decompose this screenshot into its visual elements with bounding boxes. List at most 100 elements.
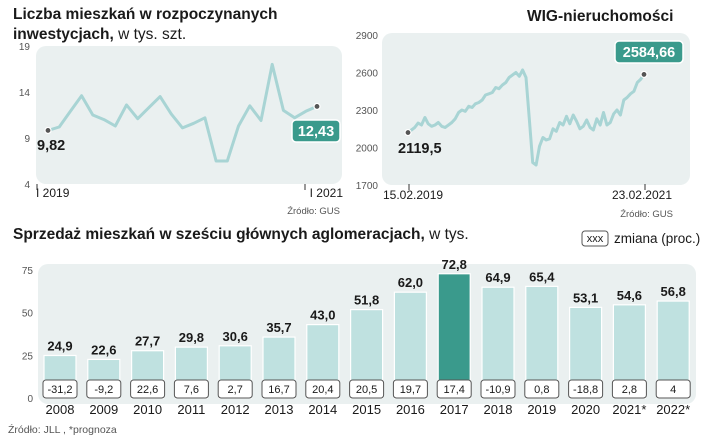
chart3-change-box: [217, 379, 253, 399]
chart2-end-point: [640, 70, 648, 79]
chart1-series-line: [46, 62, 319, 163]
legend-box-text: xxx: [587, 233, 604, 245]
chart3-change-label: 0,8: [534, 384, 549, 396]
chart3-value-label: 72,8: [442, 257, 467, 272]
chart2-panel: [382, 33, 690, 185]
chart3-title: Sprzedaż mieszkań w sześciu głównych agl…: [13, 226, 469, 243]
chart3-change-box: [655, 379, 691, 399]
chart2-series-line: [406, 68, 646, 167]
chart3-change-label: -10,9: [485, 384, 510, 396]
chart3-change-label: 22,6: [137, 384, 158, 396]
chart2-end-value: 2584,66: [623, 45, 675, 61]
chart1-end-callout: [291, 119, 341, 143]
chart3-category-label: 2019: [527, 402, 556, 417]
chart2-y-tick: 2600: [356, 69, 379, 80]
chart3-change-box: [480, 379, 516, 399]
chart3-change-box: [42, 379, 78, 399]
chart3-value-label: 29,8: [179, 330, 204, 345]
chart3-value-label: 54,6: [617, 288, 642, 303]
chart3-change-label: 7,6: [184, 384, 199, 396]
chart3-value-label: 62,0: [398, 275, 423, 290]
chart3-value-label: 22,6: [91, 342, 116, 357]
chart1-start-point: [44, 126, 52, 135]
chart1-panel: [36, 46, 342, 184]
chart1-y-tick: 14: [19, 88, 31, 99]
chart3-change-box: [261, 379, 297, 399]
chart3-y-tick: 50: [22, 309, 34, 320]
chart3-change-box: [524, 379, 560, 399]
chart3-change-label: 2,8: [622, 384, 637, 396]
chart3-category-label: 2012: [221, 402, 250, 417]
chart1-title-line1: Liczba mieszkań w rozpoczynanych: [13, 6, 277, 23]
chart1-title-bold: inwestycjach,: [13, 26, 114, 43]
chart3-title-bold: Sprzedaż mieszkań w sześciu głównych agl…: [13, 226, 425, 243]
chart1-y-tick: 19: [19, 42, 31, 53]
chart3-change-box: [130, 379, 166, 399]
chart3-category-label: 2010: [133, 402, 162, 417]
chart3-change-box: [436, 379, 472, 399]
legend-box: [581, 230, 609, 247]
chart3-category-label: 2008: [46, 402, 75, 417]
chart3-change-label: 19,7: [400, 384, 421, 396]
chart3-title-unit: w tys.: [425, 226, 469, 243]
chart3-change-label: -31,2: [47, 384, 72, 396]
chart3-category-label: 2020: [571, 402, 600, 417]
legend-label: zmiana (proc.): [614, 231, 700, 246]
chart1-y-tick: 4: [24, 180, 30, 191]
chart3-change-label: 16,7: [268, 384, 289, 396]
chart3-change-box: [173, 379, 209, 399]
chart3-value-label: 64,9: [485, 270, 510, 285]
chart1-y-tick: 9: [24, 134, 30, 145]
chart3-value-label: 65,4: [529, 269, 555, 284]
chart3-value-label: 56,8: [661, 284, 686, 299]
chart1-source: Źródło: GUS: [287, 206, 340, 217]
chart3-change-label: 20,4: [312, 384, 333, 396]
chart3-source: Źródło: JLL , *prognoza: [8, 423, 117, 436]
chart1-end-point: [313, 102, 321, 111]
chart3-bar: [525, 285, 559, 399]
chart1-x-start-label: I 2019: [36, 186, 70, 200]
chart2-x-end-label: 23.02.2021: [612, 188, 672, 202]
chart2-y-tick: 1700: [356, 181, 379, 192]
chart3-category-label: 2016: [396, 402, 425, 417]
chart3-change-box: [86, 379, 122, 399]
chart3-change-label: 4: [670, 384, 676, 396]
chart2-source: Źródło: GUS: [620, 209, 673, 220]
chart1-title-line2: inwestycjach, w tys. szt.: [13, 26, 186, 43]
chart3-change-box: [392, 379, 428, 399]
chart3-value-label: 30,6: [223, 329, 248, 344]
chart3-change-label: 20,5: [356, 384, 377, 396]
chart3-y-tick: 75: [22, 266, 34, 277]
chart3-category-label: 2013: [265, 402, 294, 417]
chart3-category-label: 2017: [440, 402, 469, 417]
chart3-category-label: 2015: [352, 402, 381, 417]
chart3-category-label: 2009: [89, 402, 118, 417]
chart3-change-label: 17,4: [443, 384, 464, 396]
chart3-y-tick: 0: [27, 394, 33, 405]
chart3-category-label: 2022*: [656, 402, 690, 417]
chart2-start-value: 2119,5: [398, 141, 442, 157]
chart1-x-end-label: I 2021: [310, 186, 344, 200]
chart2-title: WIG-nieruchomości: [527, 8, 673, 25]
chart1-title-unit: w tys. szt.: [114, 26, 186, 43]
chart3-category-label: 2011: [177, 402, 205, 417]
chart3-category-label: 2014: [308, 402, 337, 417]
chart3-change-box: [305, 379, 341, 399]
chart1-start-value: 9,82: [37, 138, 65, 154]
chart3-value-label: 43,0: [310, 308, 335, 323]
chart3-value-label: 35,7: [266, 320, 291, 335]
chart3-value-label: 24,9: [47, 339, 72, 354]
chart2-y-tick: 2000: [356, 144, 379, 155]
chart3-value-label: 51,8: [354, 293, 379, 308]
chart3-value-label: 27,7: [135, 334, 160, 349]
chart3-change-label: -18,8: [573, 384, 598, 396]
chart2-x-start-label: 15.02.2019: [383, 188, 443, 202]
chart3-category-label: 2021*: [612, 402, 646, 417]
chart3-change-label: -9,2: [94, 384, 113, 396]
chart3-y-tick: 25: [22, 351, 34, 362]
chart3-bar: [437, 273, 471, 399]
chart3-change-box: [568, 379, 604, 399]
chart3-category-label: 2018: [484, 402, 513, 417]
chart3-change-box: [349, 379, 385, 399]
